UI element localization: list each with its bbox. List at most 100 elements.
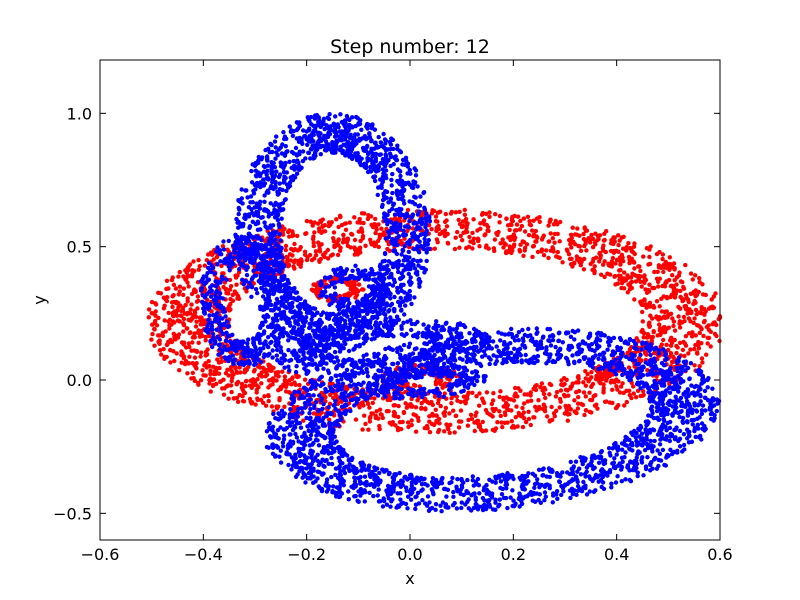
scatter-point [458, 233, 463, 239]
scatter-point [593, 231, 598, 236]
scatter-point [158, 291, 164, 296]
scatter-point [706, 327, 712, 332]
scatter-point [349, 155, 354, 160]
scatter-point [377, 264, 383, 269]
scatter-point [406, 279, 412, 285]
scatter-point [407, 255, 412, 260]
scatter-point [583, 369, 588, 374]
scatter-point [281, 165, 286, 171]
scatter-point [177, 289, 182, 294]
scatter-point [381, 215, 387, 220]
scatter-point [174, 313, 180, 318]
scatter-point [216, 371, 222, 376]
scatter-point [350, 115, 355, 120]
scatter-point [314, 113, 320, 118]
scatter-point [631, 391, 636, 396]
scatter-point [515, 424, 520, 429]
scatter-point [625, 350, 630, 356]
scatter-point [583, 408, 589, 413]
scatter-point [281, 326, 286, 331]
scatter-point [382, 251, 388, 256]
scatter-point [326, 126, 331, 131]
scatter-point [552, 240, 557, 245]
scatter-point [240, 346, 246, 351]
scatter-point [312, 230, 317, 235]
scatter-point [466, 390, 471, 395]
scatter-point [357, 156, 362, 161]
scatter-point [498, 241, 503, 246]
scatter-point [369, 411, 374, 416]
scatter-point [327, 112, 332, 117]
scatter-point [601, 248, 606, 253]
scatter-point [494, 344, 499, 349]
scatter-point [411, 257, 416, 263]
scatter-point [306, 150, 311, 155]
scatter-point [204, 302, 209, 307]
scatter-point [512, 393, 517, 399]
scatter-point [269, 247, 275, 252]
scatter-point [680, 347, 686, 353]
scatter-point [516, 386, 521, 391]
scatter-point [289, 149, 295, 155]
scatter-point [582, 412, 587, 418]
scatter-point [477, 403, 482, 408]
scatter-point [637, 264, 642, 269]
scatter-point [360, 145, 366, 151]
scatter-point [312, 306, 318, 311]
scatter-point [282, 275, 287, 280]
scatter-point [423, 224, 428, 230]
scatter-point [618, 262, 623, 267]
scatter-point [629, 256, 634, 261]
scatter-point [367, 416, 373, 421]
scatter-point [212, 271, 217, 276]
scatter-point [645, 332, 650, 337]
scatter-point [235, 399, 241, 404]
scatter-point [605, 372, 611, 377]
scatter-point [352, 237, 358, 243]
scatter-point [360, 229, 365, 235]
scatter-point [285, 286, 290, 291]
scatter-point [377, 423, 382, 429]
scatter-point [661, 337, 666, 343]
scatter-point [578, 248, 584, 253]
scatter-point [521, 401, 527, 406]
scatter-point [388, 196, 393, 202]
scatter-point [367, 405, 372, 410]
scatter-point [227, 277, 233, 283]
scatter-point [292, 241, 297, 247]
scatter-point [277, 181, 282, 186]
scatter-point [373, 155, 378, 160]
scatter-point [410, 200, 415, 205]
scatter-point [290, 375, 295, 380]
scatter-point [250, 336, 256, 341]
scatter-point [668, 351, 674, 356]
scatter-point [287, 378, 292, 383]
scatter-point [267, 236, 272, 242]
scatter-point [192, 287, 197, 292]
scatter-point [228, 284, 234, 289]
scatter-point [537, 219, 542, 224]
scatter-point [590, 267, 595, 273]
scatter-point [153, 309, 158, 314]
scatter-point [627, 347, 633, 352]
series-1 [198, 112, 722, 514]
scatter-point [633, 395, 639, 400]
scatter-point [493, 212, 498, 217]
scatter-point [449, 401, 454, 406]
scatter-point [214, 249, 219, 254]
scatter-point [190, 370, 195, 376]
scatter-point [302, 377, 308, 382]
scatter-point [392, 238, 398, 243]
scatter-point [195, 294, 201, 299]
scatter-point [285, 255, 290, 260]
scatter-point [644, 302, 649, 307]
scatter-point [149, 337, 154, 342]
scatter-point [683, 292, 689, 298]
scatter-point [526, 232, 532, 238]
scatter-point [464, 229, 470, 235]
scatter-point [522, 392, 527, 397]
scatter-point [490, 398, 496, 403]
scatter-point [572, 232, 578, 237]
scatter-point [544, 248, 549, 253]
scatter-point [418, 194, 423, 199]
